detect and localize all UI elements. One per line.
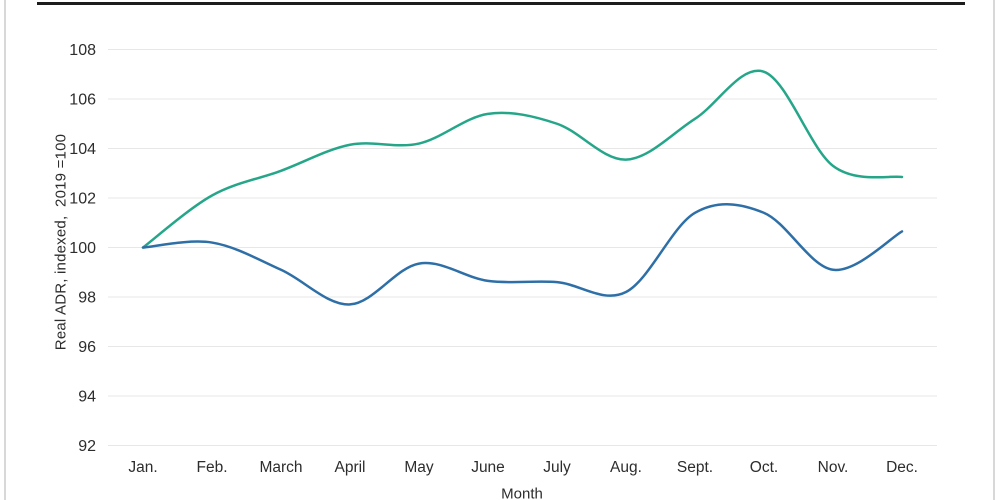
y-tick-label: 108	[69, 42, 96, 59]
x-tick-label: Nov.	[818, 459, 849, 476]
page-right-edge	[993, 0, 995, 500]
y-tick-label: 92	[78, 438, 96, 455]
y-tick-label: 106	[69, 92, 96, 109]
y-tick-label: 104	[69, 141, 96, 158]
x-tick-label: Sept.	[677, 459, 713, 476]
y-tick-label: 94	[78, 389, 96, 406]
x-axis-title: Month	[501, 485, 543, 500]
x-tick-label: May	[404, 459, 434, 476]
x-tick-label: March	[259, 459, 302, 476]
y-axis-title: Real ADR, indexed, 2019 =100	[52, 133, 70, 351]
y-tick-label: 96	[78, 339, 96, 356]
teal-series-line	[141, 69, 904, 249]
x-tick-label: June	[471, 459, 505, 476]
y-tick-label: 102	[69, 191, 96, 208]
x-tick-label: April	[334, 459, 365, 476]
y-tick-label: 100	[69, 240, 96, 257]
x-tick-label: Aug.	[610, 459, 642, 476]
x-tick-label: Feb.	[196, 459, 227, 476]
x-tick-label: Oct.	[750, 459, 778, 476]
x-tick-label: July	[543, 459, 571, 476]
y-tick-label: 98	[78, 290, 96, 307]
page-left-edge	[4, 0, 6, 500]
x-tick-label: Dec.	[886, 459, 918, 476]
blue-series-line	[141, 203, 904, 306]
top-divider-rule	[37, 2, 965, 5]
x-tick-label: Jan.	[128, 459, 157, 476]
